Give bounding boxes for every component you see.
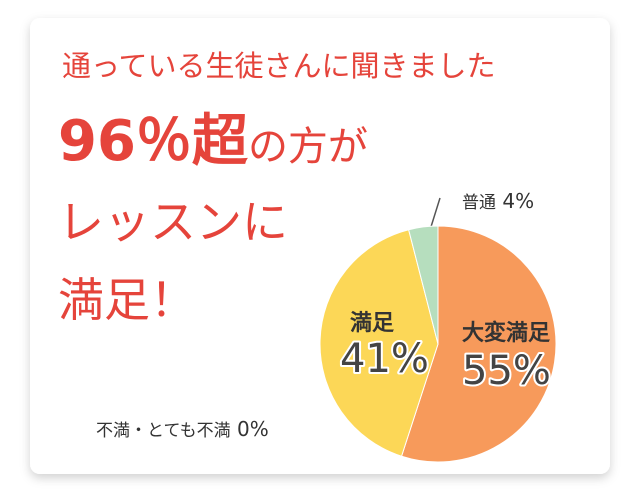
headline-big: 96％超 [58,109,249,174]
headline-line1: 96％超の方が [58,109,368,174]
slice-caption: 普通 4% [462,189,534,213]
headline-line2: レッスンに [58,195,288,249]
leader-line [429,197,441,231]
slice-label: 不満・とても不満 [96,421,231,441]
pie-slice [400,225,557,463]
slice-value: 55% [462,348,551,394]
pie-slice [408,225,439,345]
slice-label: 満足 [350,310,394,336]
headline-line3: 満足！ [58,273,196,327]
slice-label: 大変満足 [462,320,550,346]
slice-label: 普通 [462,193,496,213]
slice-value: 0% [237,417,269,441]
pie [319,225,557,463]
slice-caption: 不満・とても不満 0% [96,417,269,441]
slice-value: 41% [340,336,429,382]
survey-heading: 通っている生徒さんに聞きました [62,49,496,83]
headline-small: の方が [248,124,368,170]
slice-value: 4% [502,189,534,213]
pie-slice [319,229,439,457]
